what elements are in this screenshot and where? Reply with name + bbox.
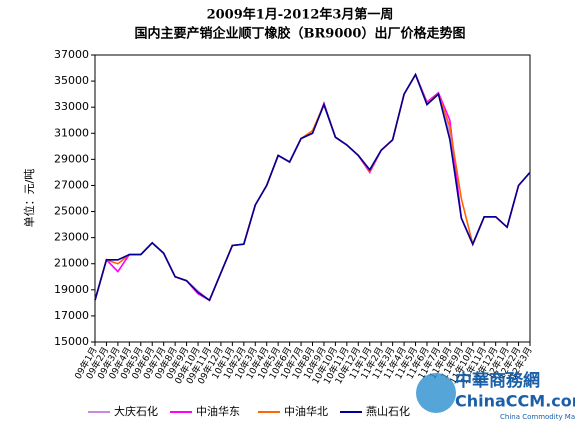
chart-title: 2009年1月-2012年3月第一周 [207, 7, 394, 23]
y-tick-label: 17000 [54, 309, 89, 322]
logo-name: 中華商務網 [455, 370, 540, 391]
y-tick-label: 23000 [54, 231, 89, 244]
y-tick-label: 33000 [54, 100, 89, 113]
logo-site: ChinaCCM.com [455, 392, 575, 411]
logo: 中華商務網 ChinaCCM.com China Commodity Marke… [416, 370, 575, 421]
series-line [94, 72, 531, 302]
legend-label: 中油华北 [284, 404, 328, 418]
series-line [94, 72, 531, 302]
plot-frame [94, 54, 531, 343]
y-tick-label: 21000 [54, 257, 89, 270]
logo-globe [416, 373, 456, 413]
y-tick-label: 29000 [54, 152, 89, 165]
y-tick-label: 37000 [54, 48, 89, 61]
y-tick-label: 25000 [54, 205, 89, 218]
legend-label: 大庆石化 [114, 404, 158, 418]
legend-label: 燕山石化 [366, 404, 410, 418]
y-tick-label: 19000 [54, 283, 89, 296]
legend-label: 中油华东 [196, 404, 240, 418]
series-line [94, 72, 531, 302]
series-line [94, 72, 531, 302]
logo-tagline: China Commodity Marketplace [500, 413, 575, 421]
y-axis-label: 单位：元/吨 [22, 169, 36, 228]
y-tick-label: 35000 [54, 74, 89, 87]
y-tick-label: 27000 [54, 178, 89, 191]
y-tick-label: 31000 [54, 126, 89, 139]
chart-subtitle: 国内主要产销企业顺丁橡胶（BR9000）出厂价格走势图 [135, 26, 466, 42]
y-tick-label: 15000 [54, 335, 89, 348]
